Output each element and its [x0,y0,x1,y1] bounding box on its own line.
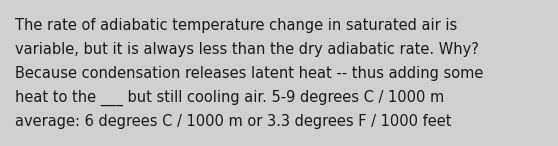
Text: variable, but it is always less than the dry adiabatic rate. Why?: variable, but it is always less than the… [15,42,479,57]
Text: average: 6 degrees C / 1000 m or 3.3 degrees F / 1000 feet: average: 6 degrees C / 1000 m or 3.3 deg… [15,114,451,129]
Text: The rate of adiabatic temperature change in saturated air is: The rate of adiabatic temperature change… [15,18,457,33]
Text: heat to the ___ but still cooling air. 5-9 degrees C / 1000 m: heat to the ___ but still cooling air. 5… [15,90,444,106]
Text: Because condensation releases latent heat -- thus adding some: Because condensation releases latent hea… [15,66,483,81]
